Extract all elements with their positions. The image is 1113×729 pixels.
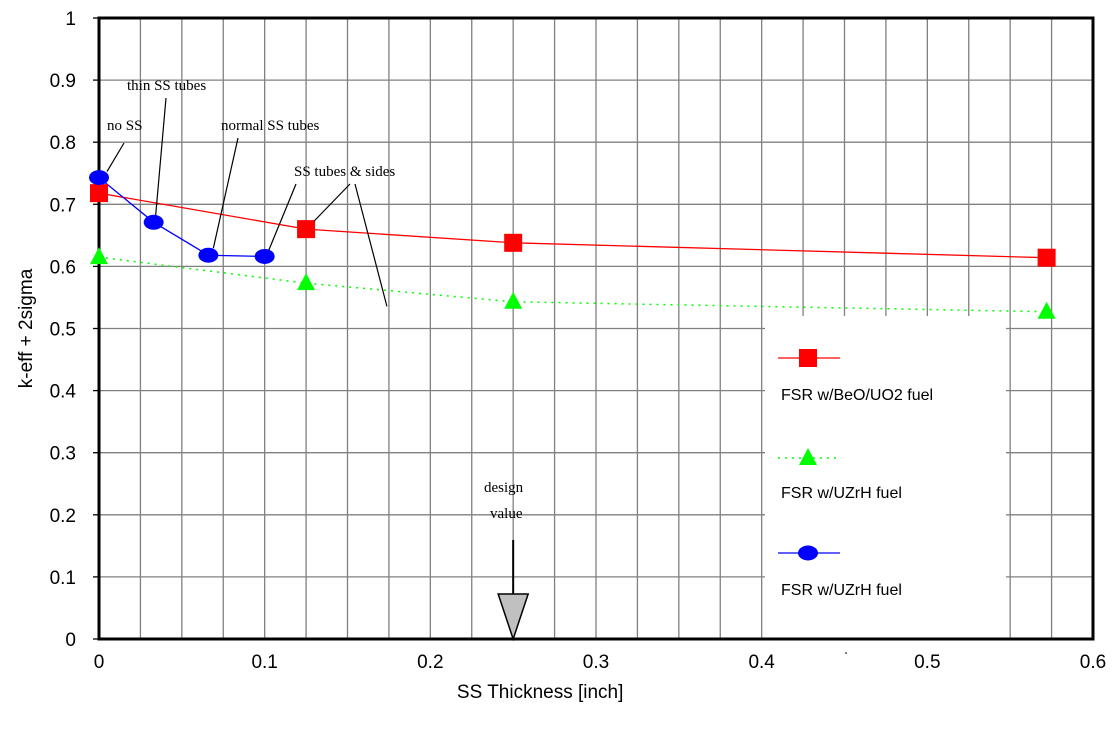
series-1-marker	[297, 220, 316, 239]
annotation-design: design	[484, 480, 524, 496]
series-line-3	[98, 177, 265, 258]
series-line-1	[98, 192, 1047, 259]
y-tick-label: 0.5	[50, 320, 76, 341]
y-tick-label: 0.3	[50, 444, 76, 465]
legend-marker-1	[799, 349, 817, 367]
series-3-marker	[198, 247, 219, 263]
legend-label-3: FSR w/UZrH fuel	[781, 582, 902, 599]
x-tick-label: 0.3	[583, 652, 609, 673]
annotation-value: value	[490, 506, 523, 522]
series-3-marker	[89, 170, 109, 186]
series-2-marker	[90, 247, 108, 265]
series-2-marker	[504, 291, 523, 309]
annotation-no-ss: no SS	[107, 118, 142, 134]
legend-label-1: FSR w/BeO/UO2 fuel	[781, 387, 933, 404]
design-value-arrow-head	[497, 593, 530, 642]
y-tick-label: 0.6	[50, 257, 76, 278]
x-tick-label: 0.6	[1080, 652, 1106, 673]
annotation-leader	[155, 97, 167, 216]
annotation-leader	[354, 183, 388, 307]
legend-marker-2	[799, 448, 817, 465]
x-tick-label: 0.1	[251, 652, 277, 673]
series-3-marker	[143, 214, 164, 230]
series-1-marker	[1037, 248, 1056, 267]
annotation-normal-ss-tubes: normal SS tubes	[221, 118, 319, 134]
y-tick-label: 0.4	[50, 382, 77, 403]
annotation-leader	[313, 183, 351, 222]
series-3-marker	[254, 248, 275, 264]
series-1-marker	[504, 233, 523, 252]
y-tick-label: 1	[65, 9, 76, 30]
x-tick-label: 0.5	[914, 652, 940, 673]
legend-marker-3	[798, 545, 818, 561]
annotation-leader	[212, 137, 239, 249]
annotation-ss-tubes-sides: SS tubes & sides	[294, 164, 395, 180]
x-axis-title: SS Thickness [inch]	[457, 682, 624, 703]
annotation-leader	[268, 183, 297, 251]
annotation-leader	[106, 142, 125, 172]
y-tick-label: 0.8	[50, 133, 76, 154]
series-2-marker	[1037, 301, 1056, 319]
legend-label-2: FSR w/UZrH fuel	[781, 485, 902, 502]
x-tick-label: 0.4	[748, 652, 775, 673]
x-tick-label: 0.2	[417, 652, 443, 673]
annotation-thin-ss-tubes: thin SS tubes	[127, 78, 206, 94]
y-tick-label: 0.2	[50, 506, 76, 527]
series-2-marker	[297, 273, 316, 291]
y-tick-label: 0	[65, 630, 76, 651]
y-tick-label: 0.7	[50, 195, 76, 216]
x-tick-label: 0	[94, 652, 105, 673]
series-1-marker	[90, 184, 108, 203]
y-tick-label: 0.9	[50, 71, 76, 92]
legend-box	[765, 316, 1006, 656]
y-tick-label: 0.1	[50, 568, 76, 589]
y-axis-title: k-eff + 2sigma	[16, 268, 37, 388]
